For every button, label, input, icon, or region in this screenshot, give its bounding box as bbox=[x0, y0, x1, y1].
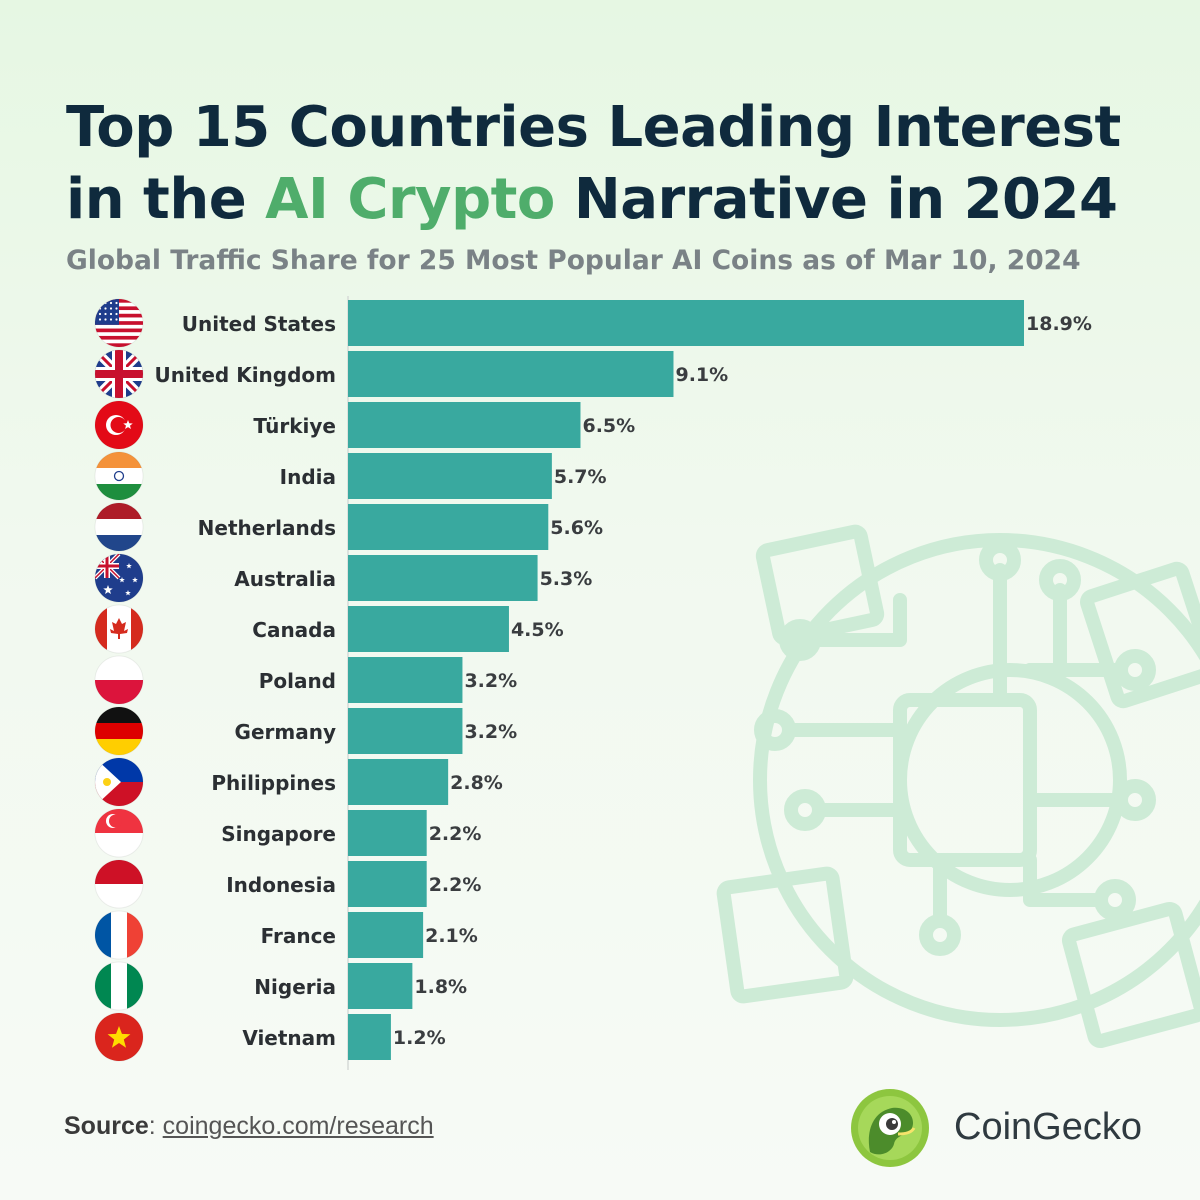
bar bbox=[348, 861, 427, 907]
value-label: 6.5% bbox=[582, 415, 635, 437]
bar bbox=[348, 912, 424, 958]
singapore-flag-icon bbox=[94, 808, 144, 858]
value-label: 1.8% bbox=[414, 976, 467, 998]
title-line-1: Top 15 Countries Leading Interest bbox=[66, 95, 1121, 160]
value-label: 2.1% bbox=[425, 925, 478, 947]
value-label: 18.9% bbox=[1026, 313, 1092, 335]
chart-subtitle: Global Traffic Share for 25 Most Popular… bbox=[66, 245, 1081, 276]
value-label: 9.1% bbox=[675, 364, 728, 386]
vietnam-flag-icon bbox=[94, 1012, 144, 1062]
value-label: 2.2% bbox=[429, 874, 482, 896]
philippines-flag-icon bbox=[94, 757, 144, 807]
title-highlight: AI Crypto bbox=[265, 167, 555, 232]
bar bbox=[348, 351, 674, 397]
bar bbox=[348, 606, 509, 652]
category-label: Türkiye bbox=[253, 414, 336, 438]
category-label: France bbox=[261, 924, 336, 948]
value-label: 1.2% bbox=[393, 1027, 446, 1049]
bar bbox=[348, 504, 549, 550]
indonesia-flag-icon bbox=[94, 859, 144, 909]
value-label: 5.7% bbox=[554, 466, 607, 488]
bar-chart: United States 18.9% United Kingdom 9.1% Türk… bbox=[94, 296, 1092, 1070]
bar bbox=[348, 759, 449, 805]
value-label: 3.2% bbox=[464, 670, 517, 692]
brand-name: CoinGecko bbox=[954, 1106, 1142, 1148]
bar bbox=[348, 453, 552, 499]
bar bbox=[348, 963, 413, 1009]
brand-block: CoinGecko bbox=[850, 1088, 1170, 1168]
category-label: Singapore bbox=[221, 822, 336, 846]
nigeria-flag-icon bbox=[94, 961, 144, 1011]
value-label: 2.8% bbox=[450, 772, 503, 794]
india-flag-icon bbox=[94, 451, 144, 501]
value-label: 4.5% bbox=[511, 619, 564, 641]
france-flag-icon bbox=[94, 910, 144, 960]
category-label: India bbox=[280, 465, 336, 489]
title-line-2-prefix: in the bbox=[66, 167, 266, 232]
bar bbox=[348, 657, 463, 703]
category-label: Canada bbox=[252, 618, 336, 642]
bar bbox=[348, 402, 581, 448]
category-label: Vietnam bbox=[242, 1026, 336, 1050]
bar bbox=[348, 1014, 391, 1060]
bar bbox=[348, 708, 463, 754]
category-label: Germany bbox=[235, 720, 336, 744]
australia-flag-icon bbox=[94, 553, 144, 603]
bar bbox=[348, 300, 1024, 346]
value-label: 5.3% bbox=[540, 568, 593, 590]
netherlands-flag-icon bbox=[94, 502, 144, 552]
chart-title: Top 15 Countries Leading Interest in the… bbox=[66, 92, 1166, 236]
category-label: United States bbox=[182, 312, 336, 336]
canada-flag-icon bbox=[94, 604, 144, 654]
category-label: Poland bbox=[259, 669, 336, 693]
category-label: Indonesia bbox=[226, 873, 336, 897]
category-label: United Kingdom bbox=[154, 363, 336, 387]
turkey-flag-icon bbox=[94, 400, 144, 450]
coingecko-logo-icon bbox=[851, 1089, 929, 1167]
title-line-2: in the AI Crypto Narrative in 2024 bbox=[66, 164, 1166, 236]
title-line-2-suffix: Narrative in 2024 bbox=[554, 167, 1118, 232]
source-label: Source bbox=[64, 1112, 149, 1140]
value-label: 3.2% bbox=[464, 721, 517, 743]
source-link[interactable]: coingecko.com/research bbox=[162, 1112, 434, 1140]
poland-flag-icon bbox=[94, 655, 144, 705]
us-flag-icon bbox=[94, 298, 144, 348]
bar bbox=[348, 810, 427, 856]
source-line: Source: coingecko.com/research bbox=[64, 1112, 434, 1140]
bar bbox=[348, 555, 538, 601]
germany-flag-icon bbox=[94, 706, 144, 756]
category-label: Australia bbox=[234, 567, 336, 591]
category-label: Philippines bbox=[211, 771, 336, 795]
uk-flag-icon bbox=[94, 349, 144, 399]
value-label: 5.6% bbox=[550, 517, 603, 539]
category-label: Nigeria bbox=[254, 975, 336, 999]
category-label: Netherlands bbox=[198, 516, 336, 540]
value-label: 2.2% bbox=[429, 823, 482, 845]
background-network-illustration bbox=[716, 524, 1200, 1049]
